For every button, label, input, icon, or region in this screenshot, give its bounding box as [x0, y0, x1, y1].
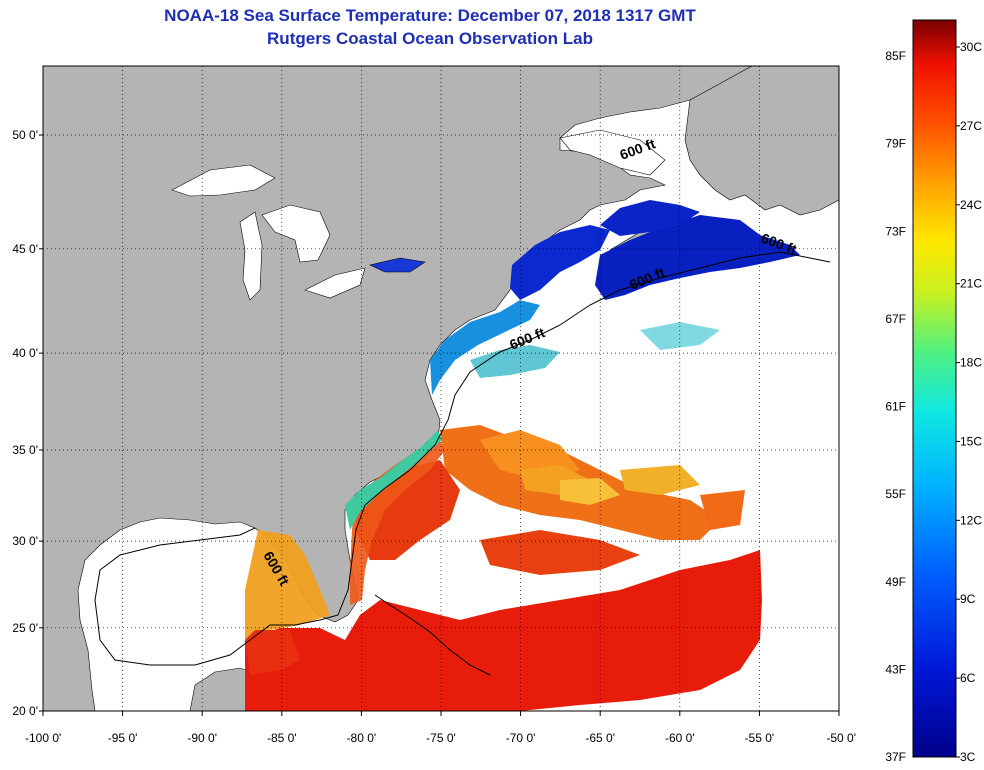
sst-scotian-shelf — [595, 215, 800, 300]
colorbar-f-label: 67F — [885, 312, 906, 326]
sst-mid-atlantic-cold — [430, 300, 540, 395]
colorbar-c-label: 9C — [960, 592, 976, 606]
colorbar-f-label: 49F — [885, 575, 906, 589]
colorbar-c-label: 24C — [960, 198, 982, 212]
lon-tick-label: -50 0' — [826, 731, 856, 745]
colorbar-c-label: 18C — [960, 356, 982, 370]
lon-tick-label: -70 0' — [506, 731, 536, 745]
colorbar-c-label: 27C — [960, 119, 982, 133]
lon-tick-label: -55 0' — [745, 731, 775, 745]
great-lakes — [171, 129, 666, 301]
land-newfoundland — [684, 66, 839, 216]
colorbar-fahrenheit-labels: 85F 79F 73F 67F 61F 55F 49F 43F 37F — [885, 49, 906, 764]
colorbar-f-label: 37F — [885, 750, 906, 764]
colorbar-f-label: 85F — [885, 49, 906, 63]
lon-tick-label: -95 0' — [108, 731, 138, 745]
sst-gulf-south-red — [245, 630, 300, 675]
sst-gulf-of-maine — [510, 225, 610, 300]
lon-tick-label: -75 0' — [426, 731, 456, 745]
colorbar-c-label: 12C — [960, 513, 982, 527]
sst-caribbean-warm — [245, 550, 762, 711]
colorbar-c-label: 30C — [960, 40, 982, 54]
sst-gulf-st-lawrence — [600, 200, 700, 236]
lon-tick-label: -65 0' — [585, 731, 615, 745]
colorbar-c-label: 6C — [960, 671, 976, 685]
lat-tick-label: 20 0' — [12, 704, 38, 718]
longitude-axis: -100 0' -95 0' -90 0' -85 0' -80 0' -75 0' -70… — [25, 711, 856, 745]
temperature-colorbar — [912, 19, 957, 758]
lat-tick-label: 50 0' — [12, 128, 38, 142]
isobath-gulf — [94, 527, 339, 666]
lat-tick-label: 25 0' — [12, 621, 38, 635]
colorbar-c-label: 3C — [960, 750, 976, 764]
map-gridlines — [43, 66, 839, 711]
colorbar-c-label: 15C — [960, 434, 982, 448]
sst-carolina-coastal — [345, 430, 442, 530]
lon-tick-label: -60 0' — [665, 731, 695, 745]
colorbar-celsius-labels: 30C 27C 24C 21C 18C 15C 12C 9C 6C 3C — [956, 40, 982, 764]
colorbar-f-label: 73F — [885, 224, 906, 238]
lat-tick-label: 45 0' — [12, 242, 38, 256]
colorbar-f-label: 43F — [885, 662, 906, 676]
colorbar-f-label: 79F — [885, 137, 906, 151]
lon-tick-label: -100 0' — [25, 731, 61, 745]
lon-tick-label: -80 0' — [347, 731, 377, 745]
sst-cape-cod-teal — [470, 345, 560, 378]
latitude-axis: 50 0' 45 0' 40 0' 35 0' 30 0' 25 0' 20 0' — [12, 128, 43, 718]
colorbar-f-label: 55F — [885, 487, 906, 501]
lat-tick-label: 40 0' — [12, 346, 38, 360]
sst-slope-cyan — [640, 322, 720, 350]
isobath-600ft — [337, 251, 831, 616]
lon-tick-label: -90 0' — [187, 731, 217, 745]
isobath-bahamas — [374, 594, 491, 676]
map-subtitle: Rutgers Coastal Ocean Observation Lab — [267, 29, 593, 48]
lon-tick-label: -85 0' — [267, 731, 297, 745]
sst-gulf-warm — [245, 530, 330, 640]
map-title: NOAA-18 Sea Surface Temperature: Decembe… — [164, 6, 696, 25]
colorbar-f-label: 61F — [885, 400, 906, 414]
colorbar-c-label: 21C — [960, 277, 982, 291]
lat-tick-label: 30 0' — [12, 534, 38, 548]
lat-tick-label: 35 0' — [12, 443, 38, 457]
